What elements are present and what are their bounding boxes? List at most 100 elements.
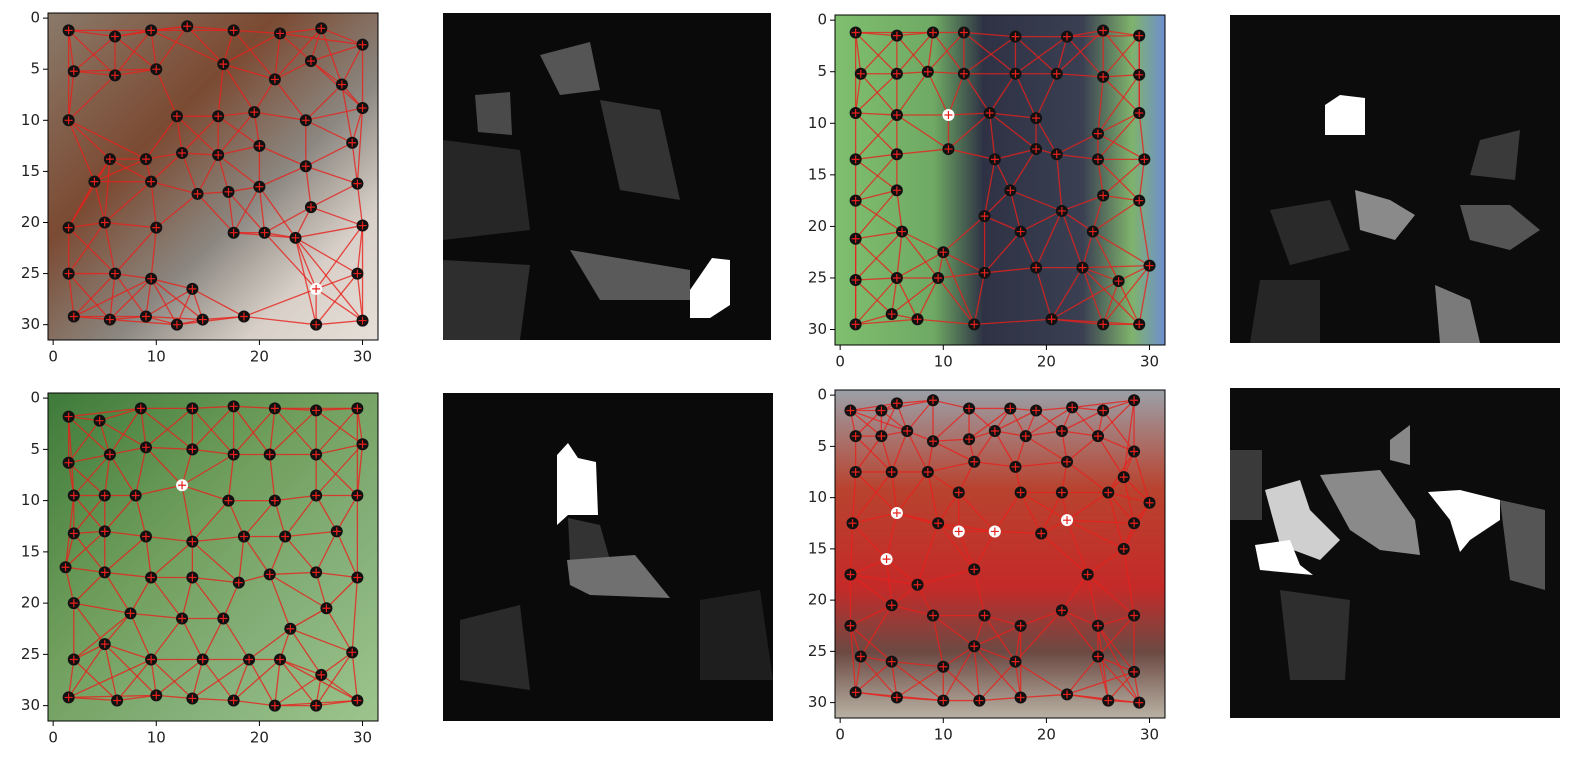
node-cross [113, 696, 122, 705]
graph-edge [191, 659, 204, 699]
graph-edge [1071, 406, 1099, 437]
graph-edge [264, 206, 312, 234]
graph-edge [942, 666, 980, 702]
graph-edge [233, 186, 260, 234]
graph-edge [227, 191, 266, 234]
graph-edge [284, 536, 317, 573]
node-cross [147, 177, 156, 186]
graph-edge [855, 410, 882, 437]
graph-edge [1025, 435, 1068, 463]
graph-edge [973, 272, 986, 325]
graph-edge [68, 119, 111, 160]
graph-edge [351, 652, 359, 701]
graph-edge [989, 112, 1037, 150]
graph-edge [320, 674, 358, 702]
node-cross [353, 404, 362, 413]
graph-edge [942, 645, 975, 668]
graph-edge [989, 112, 996, 160]
graph-edge [855, 277, 898, 325]
graph-edge [135, 495, 147, 537]
graph-edge [880, 403, 898, 437]
node-cross [64, 693, 73, 702]
graph-edge [973, 645, 1016, 663]
graph-edge [855, 189, 898, 202]
graph-edge [942, 215, 985, 253]
node-cross [939, 662, 948, 671]
node-cross [270, 404, 279, 413]
node-cross [64, 116, 73, 125]
graph-edge [73, 273, 116, 317]
node-cross [90, 177, 99, 186]
graph-edge [99, 407, 141, 422]
graph-edge [315, 407, 358, 455]
graph-edge [233, 659, 250, 701]
graph-edge [927, 471, 960, 494]
graph-edge [176, 315, 245, 326]
node-cross [980, 212, 989, 221]
y-tick-label: 20 [808, 591, 827, 609]
graph-edge [145, 446, 183, 486]
graph-edge [104, 454, 111, 496]
graph-edge [1102, 76, 1140, 114]
graph-edge [279, 32, 363, 46]
node-cross [1093, 652, 1102, 661]
node-cross [353, 573, 362, 582]
y-tick-label: 30 [21, 696, 40, 714]
graph-edge [948, 112, 991, 150]
graph-edge [1123, 548, 1135, 616]
graph-edge [315, 454, 358, 496]
y-tick-label: 10 [21, 111, 40, 129]
graph-edge [1020, 492, 1042, 534]
graph-edge [305, 142, 353, 167]
node-cross [111, 269, 120, 278]
graph-edge [937, 522, 975, 570]
axes-frame [834, 389, 1166, 719]
graph-edge [942, 251, 975, 325]
node-cross [317, 24, 326, 33]
graph-edge [1056, 73, 1104, 78]
node-cross [1130, 447, 1139, 456]
graph-edge [68, 420, 101, 464]
y-tick-label: 10 [808, 488, 827, 506]
node-cross [851, 276, 860, 285]
node-cross [1145, 261, 1154, 270]
graph-edge [860, 35, 898, 75]
graph-edge [1056, 154, 1063, 211]
node-cross [141, 532, 150, 541]
node-cross [882, 555, 891, 564]
graph-edge [181, 485, 194, 542]
graph-edge [356, 107, 364, 184]
graph-edge [145, 278, 152, 317]
graph-edge [222, 582, 240, 619]
graph-edge [994, 148, 1037, 161]
graph-edge [305, 165, 358, 185]
y-tick-label: 25 [21, 264, 40, 282]
node-cross [1037, 529, 1046, 538]
node-cross [265, 450, 274, 459]
graph-edge [896, 471, 929, 514]
graph-edge [150, 278, 193, 290]
graph-edge [351, 577, 359, 653]
graph-edge [1107, 671, 1135, 702]
graph-edge [264, 232, 317, 290]
graph-edge [1092, 200, 1140, 233]
node-cross [276, 655, 285, 664]
graph-edge [150, 659, 193, 699]
graph-edge [1102, 158, 1145, 196]
node-cross [1016, 227, 1025, 236]
graph-edge [182, 152, 219, 156]
graph-edge [984, 215, 1021, 233]
node-cross [188, 284, 197, 293]
graph-edge [1138, 265, 1151, 325]
x-tick-label: 10 [147, 729, 166, 747]
graph-edge [927, 71, 964, 75]
graph-edge [68, 222, 106, 274]
node-cross [856, 652, 865, 661]
graph-edge [145, 407, 193, 448]
graph-edge [176, 116, 183, 154]
graph-edge [1066, 519, 1089, 575]
graph-edge [305, 166, 312, 208]
x-tick-label: 20 [1037, 353, 1056, 371]
y-tick-label: 15 [808, 165, 827, 183]
graph-edge [145, 535, 193, 543]
